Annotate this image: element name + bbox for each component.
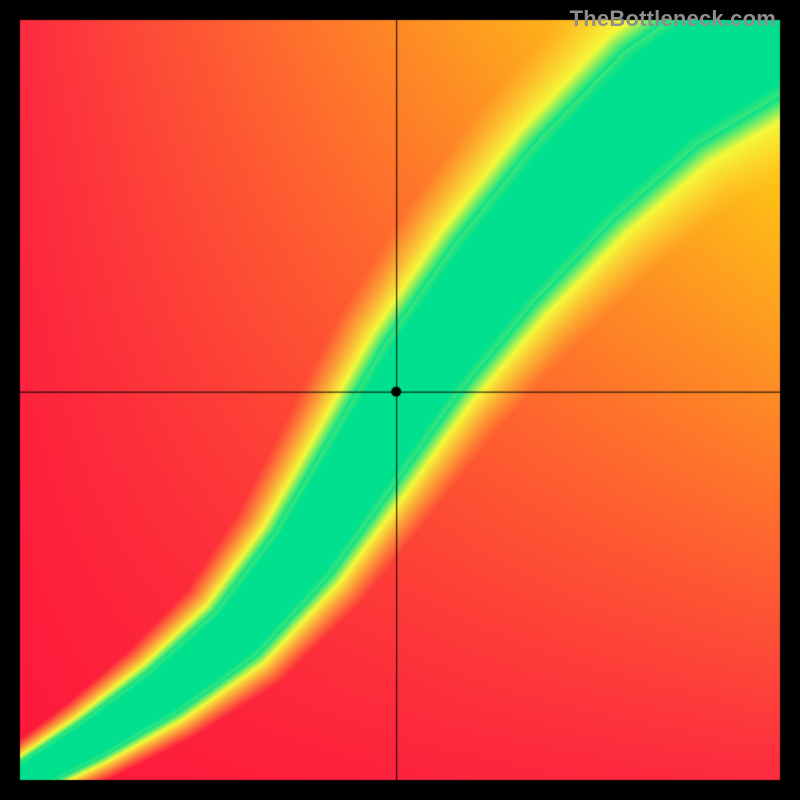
chart-container: TheBottleneck.com xyxy=(0,0,800,800)
heatmap-canvas xyxy=(0,0,800,800)
watermark-text: TheBottleneck.com xyxy=(570,6,776,32)
